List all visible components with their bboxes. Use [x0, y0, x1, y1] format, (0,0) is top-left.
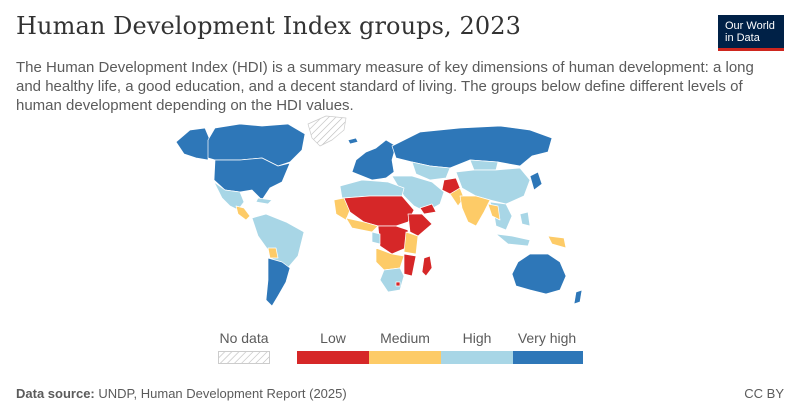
region-india[interactable] — [459, 195, 491, 227]
region-north-africa[interactable] — [339, 179, 405, 199]
region-iceland[interactable] — [347, 137, 359, 145]
legend-label-high: High — [462, 330, 492, 346]
logo-accent-bar — [718, 48, 784, 51]
legend-swatch-very-high[interactable] — [513, 351, 583, 364]
region-europe[interactable] — [351, 139, 397, 181]
region-china[interactable] — [455, 167, 531, 205]
region-gabon[interactable] — [371, 231, 381, 245]
region-south-america-north[interactable] — [251, 213, 305, 271]
region-lesotho[interactable] — [395, 281, 401, 287]
region-yemen[interactable] — [419, 203, 437, 215]
region-indonesia[interactable] — [495, 233, 531, 247]
region-gulf-of-guinea[interactable] — [345, 217, 379, 233]
region-east-africa[interactable] — [403, 231, 419, 255]
region-caribbean[interactable] — [255, 197, 273, 205]
region-japan-korea[interactable] — [529, 171, 543, 191]
legend-label-no-data: No data — [219, 330, 269, 346]
data-source-label: Data source: — [16, 386, 95, 401]
owid-logo[interactable]: Our World in Data — [718, 15, 784, 51]
region-new-zealand[interactable] — [573, 289, 583, 305]
region-papua[interactable] — [547, 235, 567, 249]
legend-label-low: Low — [320, 330, 346, 346]
data-source: Data source: UNDP, Human Development Rep… — [16, 386, 347, 401]
legend-label-medium: Medium — [380, 330, 430, 346]
license[interactable]: CC BY — [744, 386, 784, 401]
region-southern-africa[interactable] — [379, 267, 405, 293]
region-greenland[interactable] — [307, 115, 347, 147]
region-central-america[interactable] — [235, 205, 251, 221]
legend-swatch-no-data[interactable] — [218, 351, 270, 364]
region-sahel[interactable] — [343, 195, 415, 227]
region-mongolia[interactable] — [469, 159, 499, 171]
region-alaska[interactable] — [175, 127, 211, 161]
chart-subtitle: The Human Development Index (HDI) is a s… — [16, 59, 754, 114]
region-bolivia[interactable] — [267, 247, 279, 259]
region-mexico[interactable] — [213, 181, 245, 211]
chart-title: Human Development Index groups, 2023 — [16, 12, 521, 40]
region-horn-of-africa[interactable] — [407, 213, 433, 237]
logo-line-1: Our World — [725, 20, 775, 32]
region-philippines[interactable] — [519, 211, 531, 227]
region-australia[interactable] — [511, 253, 567, 295]
region-middle-east[interactable] — [391, 175, 445, 213]
legend-swatch-low[interactable] — [297, 351, 369, 364]
legend-swatch-high[interactable] — [441, 351, 513, 364]
region-central-asia[interactable] — [411, 161, 451, 181]
logo-line-2: in Data — [725, 32, 760, 44]
region-central-africa[interactable] — [377, 225, 409, 255]
world-map[interactable] — [0, 112, 800, 324]
data-source-text[interactable]: UNDP, Human Development Report (2025) — [98, 386, 347, 401]
region-southern-cone[interactable] — [265, 257, 291, 307]
legend-swatch-medium[interactable] — [369, 351, 441, 364]
region-madagascar[interactable] — [421, 255, 433, 277]
legend-label-very-high: Very high — [517, 330, 577, 346]
region-mozambique[interactable] — [403, 253, 417, 277]
region-myanmar-laos[interactable] — [487, 203, 501, 221]
